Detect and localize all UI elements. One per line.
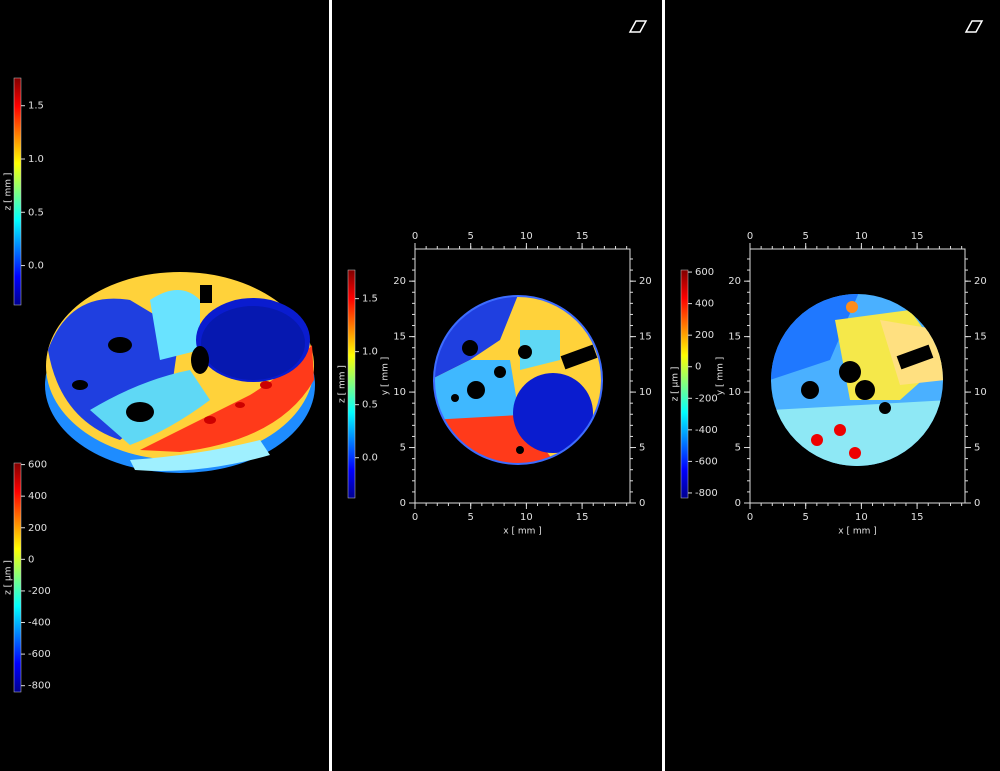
colorbar-tick-label: -400 [28, 618, 51, 629]
y-tick-label: 20 [639, 276, 652, 287]
colorbar [680, 269, 689, 499]
colorbar-tick-label: -600 [28, 649, 51, 660]
colorbar-tick-label: 600 [695, 267, 714, 278]
colorbar-tick-label: 400 [695, 299, 714, 310]
y-tick-label: 0 [974, 498, 980, 509]
x-tick-label: 10 [855, 512, 868, 523]
x-tick-label: 15 [576, 512, 589, 523]
colorbar [347, 269, 356, 499]
y-tick-label: 5 [735, 443, 741, 454]
x-tick-label: 5 [803, 231, 809, 242]
y-tick-label: 20 [974, 276, 987, 287]
divider [662, 0, 665, 771]
y-tick-label: 5 [974, 443, 980, 454]
x-tick-label: 5 [468, 512, 474, 523]
y-axis-label: y [ mm ] [381, 357, 391, 395]
x-tick-label: 5 [468, 231, 474, 242]
colorbar-tick-label: 1.5 [28, 101, 44, 112]
x-tick-label: 10 [520, 512, 533, 523]
view-icon[interactable] [628, 20, 648, 33]
colorbar-tick-label: -200 [695, 393, 718, 404]
y-tick-label: 0 [400, 498, 406, 509]
colorbar-tick-label: 400 [28, 491, 47, 502]
y-tick-label: 20 [393, 276, 406, 287]
x-tick-label: 0 [747, 512, 753, 523]
colorbar-label: z [ mm ] [338, 365, 348, 403]
colorbar-tick-label: -800 [695, 488, 718, 499]
colorbar-tick-label: 0.5 [362, 400, 378, 411]
colorbar-label: z [ µm ] [671, 367, 681, 402]
colorbar-tick-label: -400 [695, 425, 718, 436]
colorbar [13, 77, 22, 306]
y-tick-label: 20 [728, 276, 741, 287]
y-tick-label: 15 [728, 332, 741, 343]
x-tick-label: 5 [803, 512, 809, 523]
y-tick-label: 10 [393, 387, 406, 398]
colorbar-tick-label: 1.0 [362, 347, 378, 358]
plot-frame [749, 248, 966, 504]
y-tick-label: 15 [639, 332, 652, 343]
x-tick-label: 15 [911, 512, 924, 523]
y-tick-label: 0 [735, 498, 741, 509]
colorbar-tick-label: 600 [28, 460, 47, 471]
colorbar-tick-label: 0.5 [28, 207, 44, 218]
colorbar-label: z [ µm ] [4, 560, 14, 595]
colorbar-tick-label: -800 [28, 681, 51, 692]
colorbar-tick-label: 1.0 [28, 154, 44, 165]
y-tick-label: 5 [400, 443, 406, 454]
y-axis-label: y [ mm ] [716, 357, 726, 395]
divider [329, 0, 332, 771]
y-tick-label: 10 [728, 387, 741, 398]
colorbar-tick-label: 0.0 [362, 453, 378, 464]
colorbar-tick-label: 0.0 [28, 261, 44, 272]
plot-frame [414, 248, 631, 504]
y-tick-label: 5 [639, 443, 645, 454]
x-tick-label: 0 [412, 231, 418, 242]
x-tick-label: 15 [576, 231, 589, 242]
y-tick-label: 10 [974, 387, 987, 398]
x-tick-label: 0 [747, 231, 753, 242]
colorbar-tick-label: -200 [28, 586, 51, 597]
colorbar-tick-label: 0 [695, 362, 701, 373]
y-tick-label: 10 [639, 387, 652, 398]
map-outline [433, 295, 603, 465]
colorbar-tick-label: 200 [28, 523, 47, 534]
y-tick-label: 0 [639, 498, 645, 509]
x-axis-label: x [ mm ] [838, 527, 876, 537]
x-tick-label: 10 [855, 231, 868, 242]
view-icon[interactable] [964, 20, 984, 33]
y-tick-label: 15 [974, 332, 987, 343]
colorbar-tick-label: -600 [695, 456, 718, 467]
colorbar-tick-label: 200 [695, 330, 714, 341]
x-axis-label: x [ mm ] [503, 527, 541, 537]
x-tick-label: 15 [911, 231, 924, 242]
surface-3d [45, 272, 315, 473]
colorbar [13, 462, 22, 693]
x-tick-label: 10 [520, 231, 533, 242]
colorbar-tick-label: 0 [28, 554, 34, 565]
colorbar-label: z [ mm ] [4, 173, 14, 211]
colorbar-tick-label: 1.5 [362, 294, 378, 305]
x-tick-label: 0 [412, 512, 418, 523]
y-tick-label: 15 [393, 332, 406, 343]
